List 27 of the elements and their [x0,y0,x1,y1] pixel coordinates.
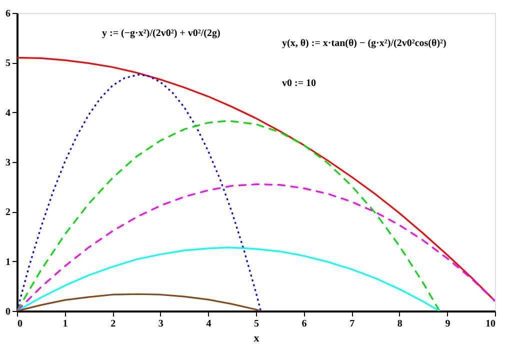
line-series [17,293,262,311]
x-tick-label: 1 [62,318,68,330]
y-tick-label: 0 [6,306,10,318]
x-tick-label: 5 [254,318,259,330]
y-tick-label: 2 [6,207,10,218]
annotation: y(x, θ) := x·tan(θ) − (g·x²)/(2v0²cos(θ)²) [282,38,446,49]
y-tick-label: 6 [6,8,10,20]
y-tick-label: 3 [6,158,10,168]
y-tick-label: 4 [6,108,10,119]
line-series [17,56,495,302]
x-axis-title: x [254,332,260,344]
annotation: y := (−g·x²)/(2v0²) + v0²/(2g) [102,28,220,39]
x-tick-label: 9 [445,318,450,330]
x-tick-label: 10 [486,318,496,330]
y-tick-label: 5 [6,58,10,70]
x-tick-label: 6 [302,318,307,330]
line-series [17,74,262,311]
line-series [17,246,440,311]
x-tick-label: 3 [158,318,164,330]
line-series [17,120,440,311]
y-tick-label: 1 [6,256,10,268]
annotation: v0 := 10 [282,78,316,89]
x-tick-label: 0 [18,318,22,330]
x-tick-label: 4 [206,318,212,330]
x-tick-label: 8 [397,318,402,330]
x-tick-label: 7 [350,318,355,330]
x-tick-label: 2 [110,318,116,330]
